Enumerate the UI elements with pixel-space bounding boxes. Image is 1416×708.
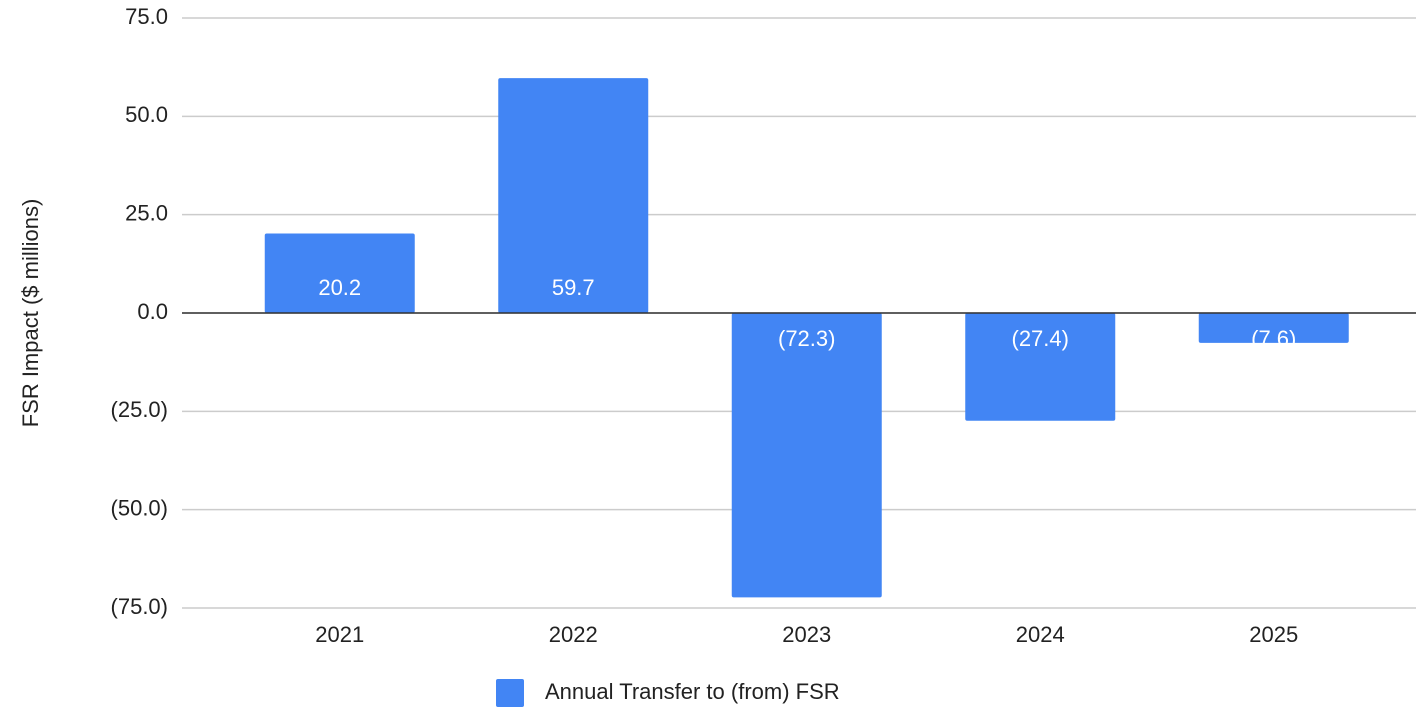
value-label: 59.7 xyxy=(552,275,595,300)
value-label: (72.3) xyxy=(778,326,835,351)
legend-swatch xyxy=(496,679,524,707)
y-tick-label: 50.0 xyxy=(125,102,168,127)
bar xyxy=(498,78,649,314)
value-label: 20.2 xyxy=(318,275,361,300)
y-tick-label: 25.0 xyxy=(125,200,168,225)
x-tick-label: 2022 xyxy=(549,622,598,647)
bar xyxy=(731,313,882,598)
y-tick-label: (25.0) xyxy=(111,397,168,422)
bar xyxy=(1198,313,1349,343)
bar xyxy=(264,233,415,313)
y-tick-label: 75.0 xyxy=(125,4,168,29)
bar xyxy=(965,313,1116,421)
y-tick-label: 0.0 xyxy=(137,299,168,324)
y-tick-label: (75.0) xyxy=(111,594,168,619)
x-tick-label: 2021 xyxy=(315,622,364,647)
value-label: (7.6) xyxy=(1251,326,1296,351)
value-label: (27.4) xyxy=(1012,326,1069,351)
y-tick-label: (50.0) xyxy=(111,495,168,520)
legend-label: Annual Transfer to (from) FSR xyxy=(545,679,840,704)
x-tick-label: 2024 xyxy=(1016,622,1065,647)
x-tick-label: 2025 xyxy=(1249,622,1298,647)
y-axis-label: FSR Impact ($ millions) xyxy=(18,199,43,428)
x-tick-label: 2023 xyxy=(782,622,831,647)
